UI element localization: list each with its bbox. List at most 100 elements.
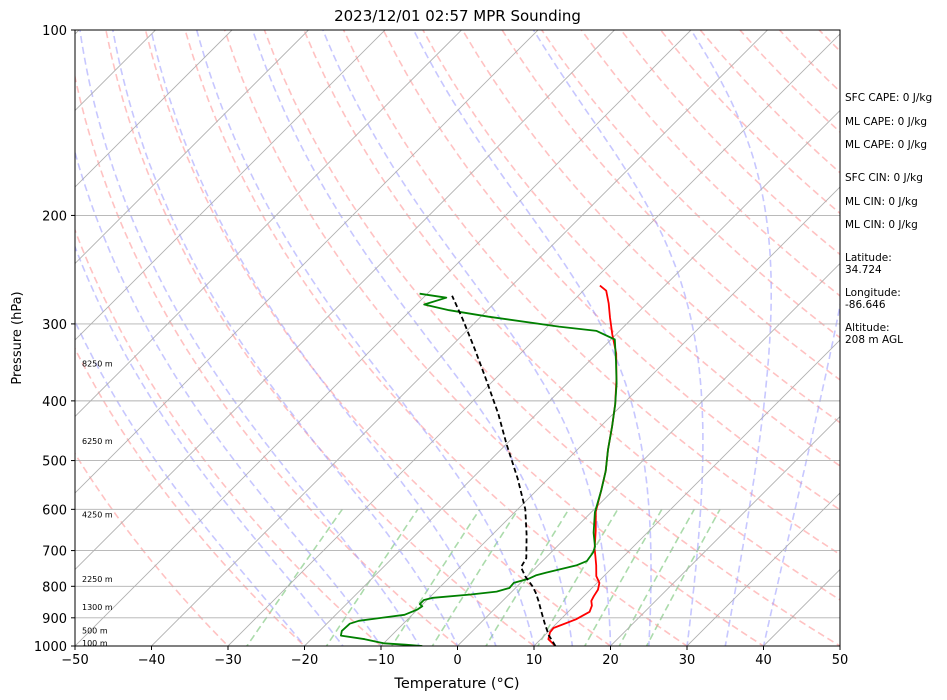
mixing-ratio-line <box>536 508 619 646</box>
isotherm-line <box>610 415 840 646</box>
axes: −50 −40 −30 −20 −10 0 10 20 30 40 50 100 200 300 400 50… <box>34 24 848 668</box>
chart-title: 2023/12/01 02:57 MPR Sounding <box>334 7 581 25</box>
mixing-ratio-line <box>485 508 570 646</box>
sfc-cin: SFC CIN: 0 J/kg <box>845 172 923 184</box>
height-label: 4250 m <box>82 511 113 520</box>
dry-adiabat-line <box>541 30 840 339</box>
moist-adiabat-line <box>251 30 574 646</box>
height-labels: 100 m 500 m 1300 m 2250 m 4250 m 6250 m 8250 m <box>82 360 113 648</box>
y-tick-label: 600 <box>42 503 67 518</box>
y-tick-label: 500 <box>42 455 67 470</box>
ml-cape-2: ML CAPE: 0 J/kg <box>845 139 928 151</box>
y-tick-label: 1000 <box>34 640 67 655</box>
x-tick-label: 50 <box>832 653 849 668</box>
x-tick-label: −30 <box>214 653 241 668</box>
dry-adiabat-line <box>461 30 840 424</box>
dry-adiabat-line <box>422 30 840 467</box>
dry-adiabat-line <box>105 30 536 646</box>
mixing-ratio-line <box>583 508 663 646</box>
y-tick-label: 100 <box>42 24 67 39</box>
mixing-ratio-line <box>431 508 519 646</box>
dewpoint-trace <box>339 292 618 646</box>
dry-adiabat-line <box>144 30 612 646</box>
longitude-label: Longitude: <box>845 287 901 299</box>
altitude-value: 208 m AGL <box>845 334 903 346</box>
isotherm-line <box>0 30 3 646</box>
longitude-value: -86.646 <box>845 299 886 311</box>
height-label: 6250 m <box>82 437 113 446</box>
dry-adiabat-line <box>303 30 840 601</box>
x-axis-label: Temperature (°C) <box>393 676 519 692</box>
x-tick-label: 40 <box>755 653 772 668</box>
y-tick-label: 300 <box>42 318 67 333</box>
x-tick-label: 0 <box>453 653 461 668</box>
dry-adiabat-line <box>75 452 230 646</box>
plot-frame <box>74 29 841 647</box>
moist-adiabat-line <box>762 301 840 646</box>
isotherm-line <box>533 339 840 646</box>
height-label: 1300 m <box>82 603 113 612</box>
ml-cin-2: ML CIN: 0 J/kg <box>845 219 918 231</box>
sounding-traces <box>339 284 618 646</box>
background-lines <box>0 30 840 646</box>
dry-adiabat-line <box>580 30 840 297</box>
height-label: 100 m <box>82 639 108 648</box>
mixing-ratio-line <box>325 508 419 646</box>
dry-adiabat-line <box>184 30 689 646</box>
y-tick-label: 700 <box>42 545 67 560</box>
moist-adiabat-line <box>150 30 497 646</box>
ml-cin-1: ML CIN: 0 J/kg <box>845 196 918 208</box>
height-label: 8250 m <box>82 360 113 369</box>
x-tick-label: 30 <box>679 653 696 668</box>
dry-adiabat-line <box>75 73 459 646</box>
mixing-ratio-line <box>390 508 481 646</box>
mixing-ratio-line <box>645 508 721 646</box>
moist-adiabat-line <box>412 30 652 646</box>
mixing-ratio-line <box>618 508 695 646</box>
latitude-value: 34.724 <box>845 264 882 276</box>
isotherm-line <box>227 33 840 646</box>
dry-adiabat-line <box>75 347 306 646</box>
isotherm-line <box>151 30 768 646</box>
x-tick-label: −20 <box>291 653 318 668</box>
y-tick-label: 800 <box>42 580 67 595</box>
x-tick-label: −10 <box>367 653 394 668</box>
isotherm-line <box>75 30 233 188</box>
latitude-label: Latitude: <box>845 252 892 264</box>
dry-adiabat-line <box>382 30 840 511</box>
ml-cape-1: ML CAPE: 0 J/kg <box>845 116 928 128</box>
mixing-ratio-line <box>245 508 343 646</box>
height-label: 2250 m <box>82 575 113 584</box>
x-tick-label: 20 <box>602 653 619 668</box>
sfc-cape: SFC CAPE: 0 J/kg <box>845 92 933 104</box>
height-label: 500 m <box>82 626 108 635</box>
isotherm-line <box>380 186 840 646</box>
moist-adiabat-line <box>322 30 612 646</box>
x-tick-label: −50 <box>61 653 88 668</box>
isotherm-line <box>75 30 462 418</box>
parcel-path-trace <box>451 295 557 646</box>
isotherm-line <box>75 30 386 341</box>
y-axis-label: Pressure (hPa) <box>10 291 25 384</box>
isotherm-line <box>75 30 615 571</box>
dry-adiabat-line <box>501 30 840 381</box>
moist-adiabat-line <box>79 30 421 646</box>
isotherm-line <box>75 30 309 265</box>
moist-adiabat-line <box>195 30 535 646</box>
y-tick-label: 400 <box>42 395 67 410</box>
isotherm-line <box>75 30 539 494</box>
moist-adiabat-line <box>75 244 344 646</box>
dry-adiabat-line <box>75 228 383 646</box>
isotherm-line <box>686 492 840 646</box>
isotherm-line <box>75 30 692 646</box>
moist-adiabat-line <box>690 30 773 646</box>
x-tick-label: 10 <box>526 653 543 668</box>
y-tick-label: 900 <box>42 612 67 627</box>
moist-adiabat-line <box>532 30 704 646</box>
x-tick-label: −40 <box>138 653 165 668</box>
altitude-label: Altitude: <box>845 322 890 334</box>
dry-adiabat-line <box>223 30 765 646</box>
moist-adiabat-line <box>75 319 306 646</box>
moist-adiabat-line <box>112 30 459 646</box>
